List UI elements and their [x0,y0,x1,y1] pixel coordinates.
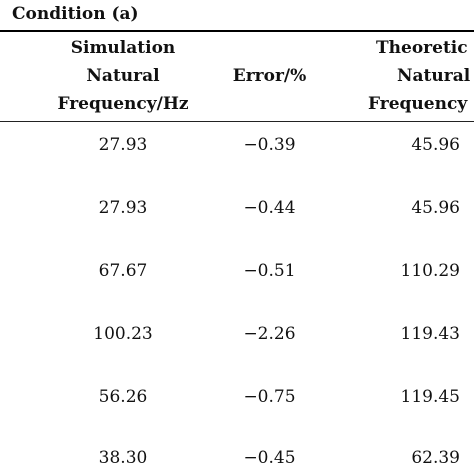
header-error: Error/% [232,66,307,86]
header-rule [0,121,474,122]
cell-simulation: 38.30 [98,448,148,468]
header-simulation: Simulation Natural Frequency/Hz [38,34,208,118]
cell-error: −0.45 [243,448,296,468]
header-theoretical: Theoretic Natural Frequency [364,34,474,118]
cell-theoretical: 62.39 [411,448,460,468]
header-simulation-line-3: Frequency/Hz [57,94,189,114]
table-title: Condition (a) [12,4,139,24]
header-simulation-line-1: Simulation [70,38,176,58]
header-simulation-line-2: Natural [86,66,160,86]
cell-theoretical: 45.96 [411,135,460,155]
cell-simulation: 27.93 [98,198,148,218]
cell-theoretical: 45.96 [411,198,460,218]
cell-error: −0.44 [243,198,296,218]
cell-simulation: 27.93 [98,135,148,155]
cell-error: −0.75 [243,387,296,407]
header-theoretical-line-3: Frequency [368,94,468,114]
cell-theoretical: 110.29 [400,261,460,281]
header-theoretical-line-1: Theoretic [376,38,468,58]
cell-error: −0.39 [243,135,296,155]
cell-simulation: 56.26 [98,387,148,407]
cell-theoretical: 119.43 [400,324,460,344]
cell-theoretical: 119.45 [400,387,460,407]
top-rule [0,30,474,32]
cell-error: −2.26 [243,324,296,344]
cell-simulation: 100.23 [93,324,153,344]
cell-error: −0.51 [243,261,296,281]
cell-simulation: 67.67 [98,261,148,281]
header-theoretical-line-2: Natural [397,66,471,86]
